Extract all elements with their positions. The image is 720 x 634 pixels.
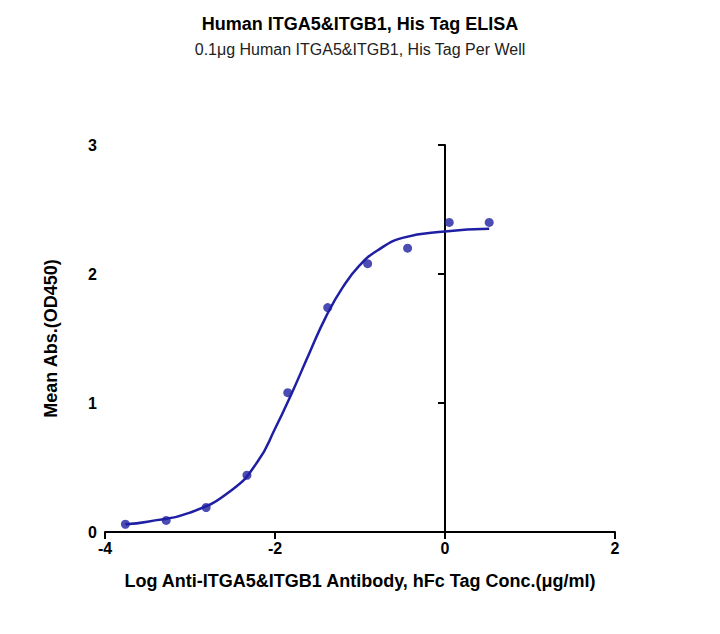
svg-text:-4: -4 [98, 540, 112, 557]
svg-text:Log Anti-ITGA5&ITGB1 Antibody,: Log Anti-ITGA5&ITGB1 Antibody, hFc Tag C… [125, 571, 596, 591]
svg-text:0: 0 [441, 540, 450, 557]
svg-text:1: 1 [88, 395, 97, 412]
svg-text:Mean Abs.(OD450): Mean Abs.(OD450) [41, 259, 61, 417]
svg-text:2: 2 [611, 540, 620, 557]
svg-text:-2: -2 [268, 540, 282, 557]
svg-text:Human ITGA5&ITGB1, His Tag ELI: Human ITGA5&ITGB1, His Tag ELISA [202, 14, 519, 34]
svg-text:0: 0 [88, 524, 97, 541]
svg-text:3: 3 [88, 137, 97, 154]
svg-text:2: 2 [88, 266, 97, 283]
svg-text:0.1μg Human ITGA5&ITGB1, His T: 0.1μg Human ITGA5&ITGB1, His Tag Per Wel… [195, 41, 526, 58]
